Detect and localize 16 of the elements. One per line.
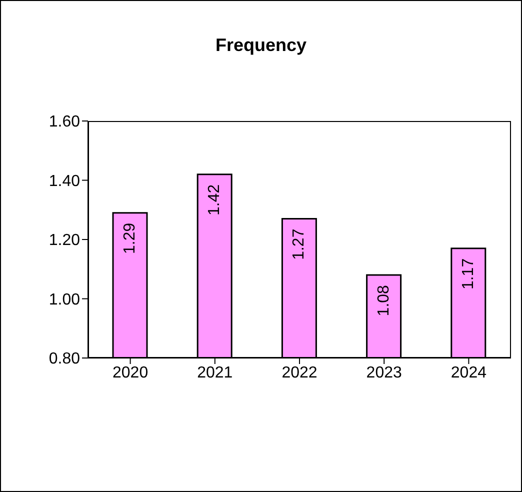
x-tick-label: 2024: [450, 364, 487, 382]
data-label: 1.27: [290, 228, 308, 260]
y-tick-label: 1.20: [48, 232, 80, 250]
x-tick-label: 2023: [366, 364, 402, 382]
x-tick-label: 2020: [112, 364, 148, 382]
data-label: 1.08: [375, 284, 392, 316]
x-tick-label: 2021: [197, 364, 233, 382]
data-label: 1.42: [206, 184, 224, 216]
chart-title: Frequency: [214, 35, 308, 56]
y-tick-label: 1.60: [48, 114, 80, 131]
y-tick-label: 0.80: [48, 350, 80, 368]
y-tick-label: 1.00: [48, 291, 80, 308]
y-tick-label: 1.40: [48, 172, 80, 190]
data-label: 1.17: [460, 258, 477, 290]
x-tick-label: 2022: [282, 364, 318, 382]
data-label: 1.29: [122, 222, 138, 254]
